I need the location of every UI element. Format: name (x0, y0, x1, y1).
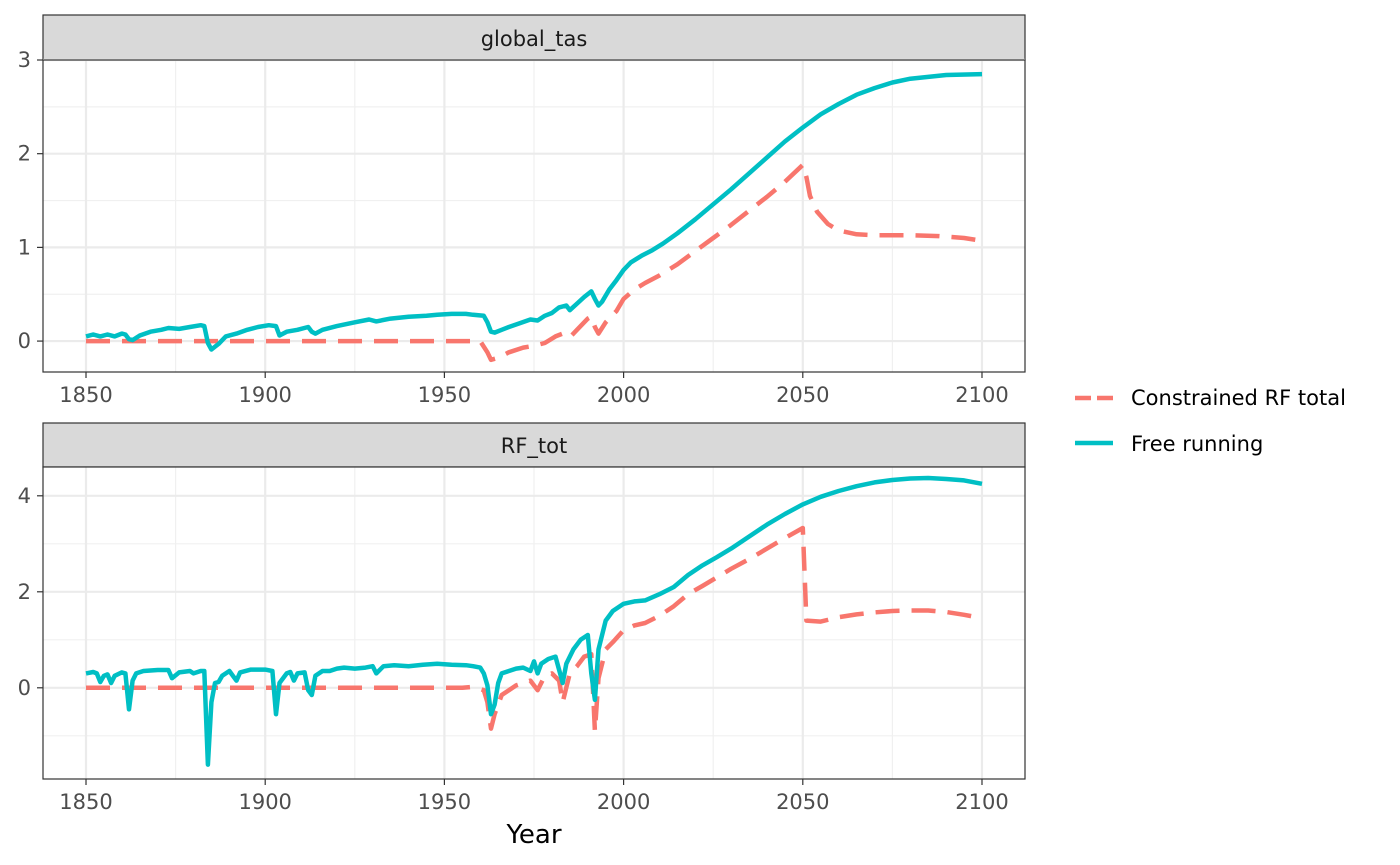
x-tick-label: 2000 (597, 383, 650, 407)
x-tick-label: 1850 (59, 790, 112, 814)
series-lines (85, 71, 983, 363)
x-tick-label: 2000 (597, 790, 650, 814)
legend-item-constrained-rf-total: Constrained RF total (1075, 386, 1346, 410)
y-axis: 0 1 2 3 (18, 48, 43, 353)
legend-label: Free running (1131, 432, 1263, 456)
x-tick-label: 2050 (776, 790, 829, 814)
x-axis: 1850 1900 1950 2000 2050 2100 (59, 779, 1009, 814)
legend-label: Constrained RF total (1131, 386, 1346, 410)
x-tick-label: 1850 (59, 383, 112, 407)
y-tick-label: 0 (18, 329, 31, 353)
x-tick-label: 2100 (955, 383, 1008, 407)
y-tick-label: 2 (18, 142, 31, 166)
x-axis-title: Year (505, 820, 561, 850)
x-axis: 1850 1900 1950 2000 2050 2100 (59, 372, 1009, 407)
strip-background (42, 14, 1026, 61)
legend-item-free-running: Free running (1075, 432, 1263, 456)
strip-background (42, 422, 1026, 468)
series-line-free-running (85, 475, 983, 767)
x-tick-label: 1950 (418, 383, 471, 407)
y-tick-label: 3 (18, 48, 31, 72)
series-line-constrained-rf-total (86, 162, 983, 363)
series-lines (85, 475, 983, 767)
series-line-constrained-rf-total (86, 525, 983, 734)
y-tick-label: 2 (18, 580, 31, 604)
x-tick-label: 2050 (776, 383, 829, 407)
strip-label: RF_tot (501, 434, 568, 459)
panel-border (42, 466, 1026, 780)
y-tick-label: 0 (18, 676, 31, 700)
panel-rf-tot: RF_tot 0 2 4 1850 1900 1950 2000 2050 2100 (18, 422, 1026, 814)
strip-label: global_tas (481, 27, 588, 52)
x-tick-label: 1900 (238, 383, 291, 407)
panel-border (42, 59, 1026, 373)
panel-global-tas: global_tas 0 1 2 3 1850 1900 1950 2000 2050 2100 (18, 14, 1026, 407)
y-tick-label: 1 (18, 235, 31, 259)
y-tick-label: 4 (18, 484, 31, 508)
x-tick-label: 1950 (418, 790, 471, 814)
x-tick-label: 1900 (238, 790, 291, 814)
y-axis: 0 2 4 (18, 484, 43, 700)
legend: Constrained RF total Free running (1075, 386, 1346, 456)
series-line-free-running (85, 71, 983, 352)
x-tick-label: 2100 (955, 790, 1008, 814)
